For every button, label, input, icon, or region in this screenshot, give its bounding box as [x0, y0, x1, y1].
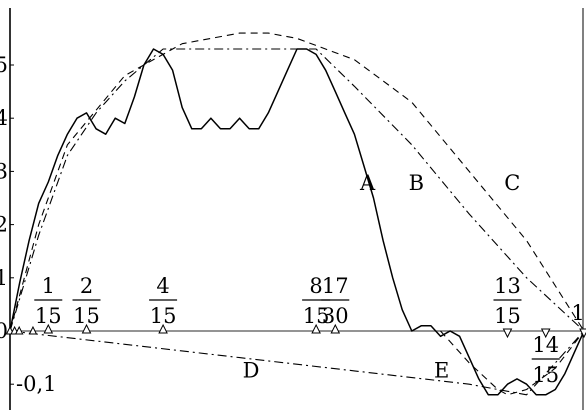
y-tick-label: 0 [0, 319, 8, 343]
curves [9, 32, 585, 396]
labels: 5 4 3 2 1 0 -0,1 1 15 2 15 4 15 8 15 17 30 13 15 14 15 1 A B C D E [0, 53, 585, 396]
x-marker-up [330, 323, 341, 334]
series-line [9, 48, 585, 396]
x-marker-numerator: 4 [156, 274, 169, 298]
series-line [9, 330, 585, 396]
origin-marker [28, 325, 38, 335]
y-tick-label: 2 [0, 213, 8, 237]
x-marker-up [81, 323, 92, 334]
y-tick-label: 5 [0, 53, 8, 77]
curve-label: C [504, 171, 520, 195]
x-marker-numerator: 14 [532, 333, 559, 357]
x-marker-denominator: 15 [532, 363, 559, 387]
x-marker-numerator: 1 [571, 301, 584, 325]
curve-label: D [243, 358, 260, 382]
x-marker-denominator: 15 [73, 304, 100, 328]
x-marker-numerator: 13 [494, 274, 521, 298]
x-markers [5, 323, 586, 339]
x-marker-numerator: 8 [309, 274, 322, 298]
x-marker-down [540, 328, 551, 339]
x-marker-denominator: 15 [494, 304, 521, 328]
chart-frame [9, 8, 584, 410]
y-tick-label: -0,1 [16, 372, 57, 396]
x-marker-numerator: 1 [42, 274, 55, 298]
x-marker-down [579, 328, 586, 339]
x-marker-up [311, 323, 321, 334]
curve-label: E [434, 358, 449, 382]
x-marker-denominator: 15 [303, 304, 330, 328]
x-marker-denominator: 30 [322, 304, 349, 328]
x-marker-numerator: 17 [322, 274, 349, 298]
x-marker-numerator: 2 [80, 274, 93, 298]
origin-marker [14, 325, 24, 335]
x-marker-denominator: 15 [150, 304, 177, 328]
series-line [9, 32, 585, 332]
x-marker-denominator: 15 [35, 304, 62, 328]
curve-label: B [409, 171, 424, 195]
x-marker-up [158, 323, 168, 334]
curve-label: A [359, 171, 376, 195]
y-tick-label: 3 [0, 159, 8, 183]
y-tick-label: 1 [0, 266, 8, 290]
x-marker-up [43, 323, 54, 334]
x-marker-down [502, 328, 513, 339]
y-tick-label: 4 [0, 106, 8, 130]
series-line [9, 48, 585, 332]
series-line [440, 330, 585, 396]
